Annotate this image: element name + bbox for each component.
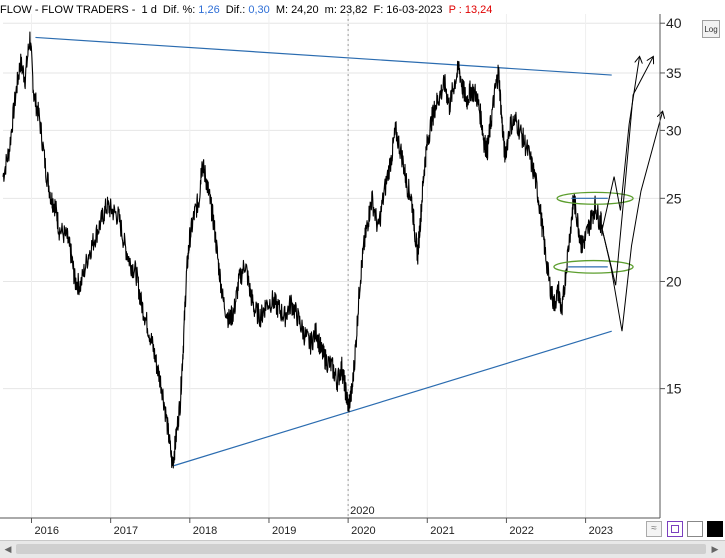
zone-ellipse xyxy=(553,259,634,274)
y-tick-label: 25 xyxy=(666,190,682,206)
zone-ellipse xyxy=(556,191,634,205)
trendline xyxy=(173,330,612,467)
dif-label: Dif.: xyxy=(225,4,246,16)
dif-pct-label: Dif. %: xyxy=(162,4,196,16)
save-icon[interactable] xyxy=(667,521,683,537)
x-tick-label: 2020 xyxy=(351,525,375,537)
dif-value: 0,30 xyxy=(248,4,270,16)
horizontal-scrollbar[interactable]: ◀ ▶ xyxy=(0,540,725,558)
x-tick-label: 2019 xyxy=(272,525,296,537)
trendlines xyxy=(35,36,612,467)
x-tick-label: 2017 xyxy=(114,525,138,537)
y-tick-label: 35 xyxy=(666,65,682,81)
min-label: m: xyxy=(324,4,337,16)
projection-arrow xyxy=(601,57,639,230)
p-label: P : xyxy=(448,4,462,16)
x-tick-label: 2018 xyxy=(193,525,217,537)
date-value: 16-03-2023 xyxy=(386,4,443,16)
y-tick-label: 30 xyxy=(666,122,682,138)
x-tick-label: 2023 xyxy=(589,525,613,537)
max-value: 24,20 xyxy=(291,4,319,16)
projection-arrow xyxy=(601,57,653,286)
symbol-name: FLOW - FLOW TRADERS - xyxy=(0,4,139,16)
chevron-right-icon[interactable]: ▶ xyxy=(711,544,719,554)
y-tick-label: 20 xyxy=(666,273,682,289)
horizontal-levels xyxy=(553,191,634,274)
chart-grid xyxy=(3,14,660,518)
p-value: 13,24 xyxy=(464,4,493,16)
square-outline-icon[interactable] xyxy=(687,521,703,537)
chevron-left-icon[interactable]: ◀ xyxy=(4,544,12,554)
max-label: M: xyxy=(275,4,289,16)
y-tick-label: 15 xyxy=(666,381,682,397)
sine-wave-icon[interactable]: ≈ xyxy=(646,521,662,537)
date-label: F: xyxy=(373,4,384,16)
price-line xyxy=(2,31,603,469)
price-series xyxy=(2,31,603,469)
x-tick-label: 2021 xyxy=(430,525,454,537)
chart-axes: 15 20 25 30 35 40 2016 2017 2018 2019 2020 2021 2022… xyxy=(0,14,682,537)
square-filled-icon[interactable] xyxy=(707,521,723,537)
y-tick-label: 40 xyxy=(666,15,682,31)
x-tick-label: 2016 xyxy=(34,525,58,537)
x-tick-label: 2022 xyxy=(509,525,533,537)
year-marker-label: 2020 xyxy=(350,505,374,517)
dif-pct-value: 1,26 xyxy=(198,4,220,16)
trendline xyxy=(35,36,612,76)
projection-arrow xyxy=(601,112,662,332)
min-value: 23,82 xyxy=(339,4,368,16)
projection-paths xyxy=(601,57,662,332)
log-scale-button[interactable]: Log xyxy=(702,20,720,38)
quote-header: FLOW - FLOW TRADERS - 1 d Dif. %: 1,26 Di… xyxy=(0,0,660,20)
interval-label: 1 d xyxy=(141,4,157,16)
scrollbar-thumb[interactable] xyxy=(16,544,706,554)
